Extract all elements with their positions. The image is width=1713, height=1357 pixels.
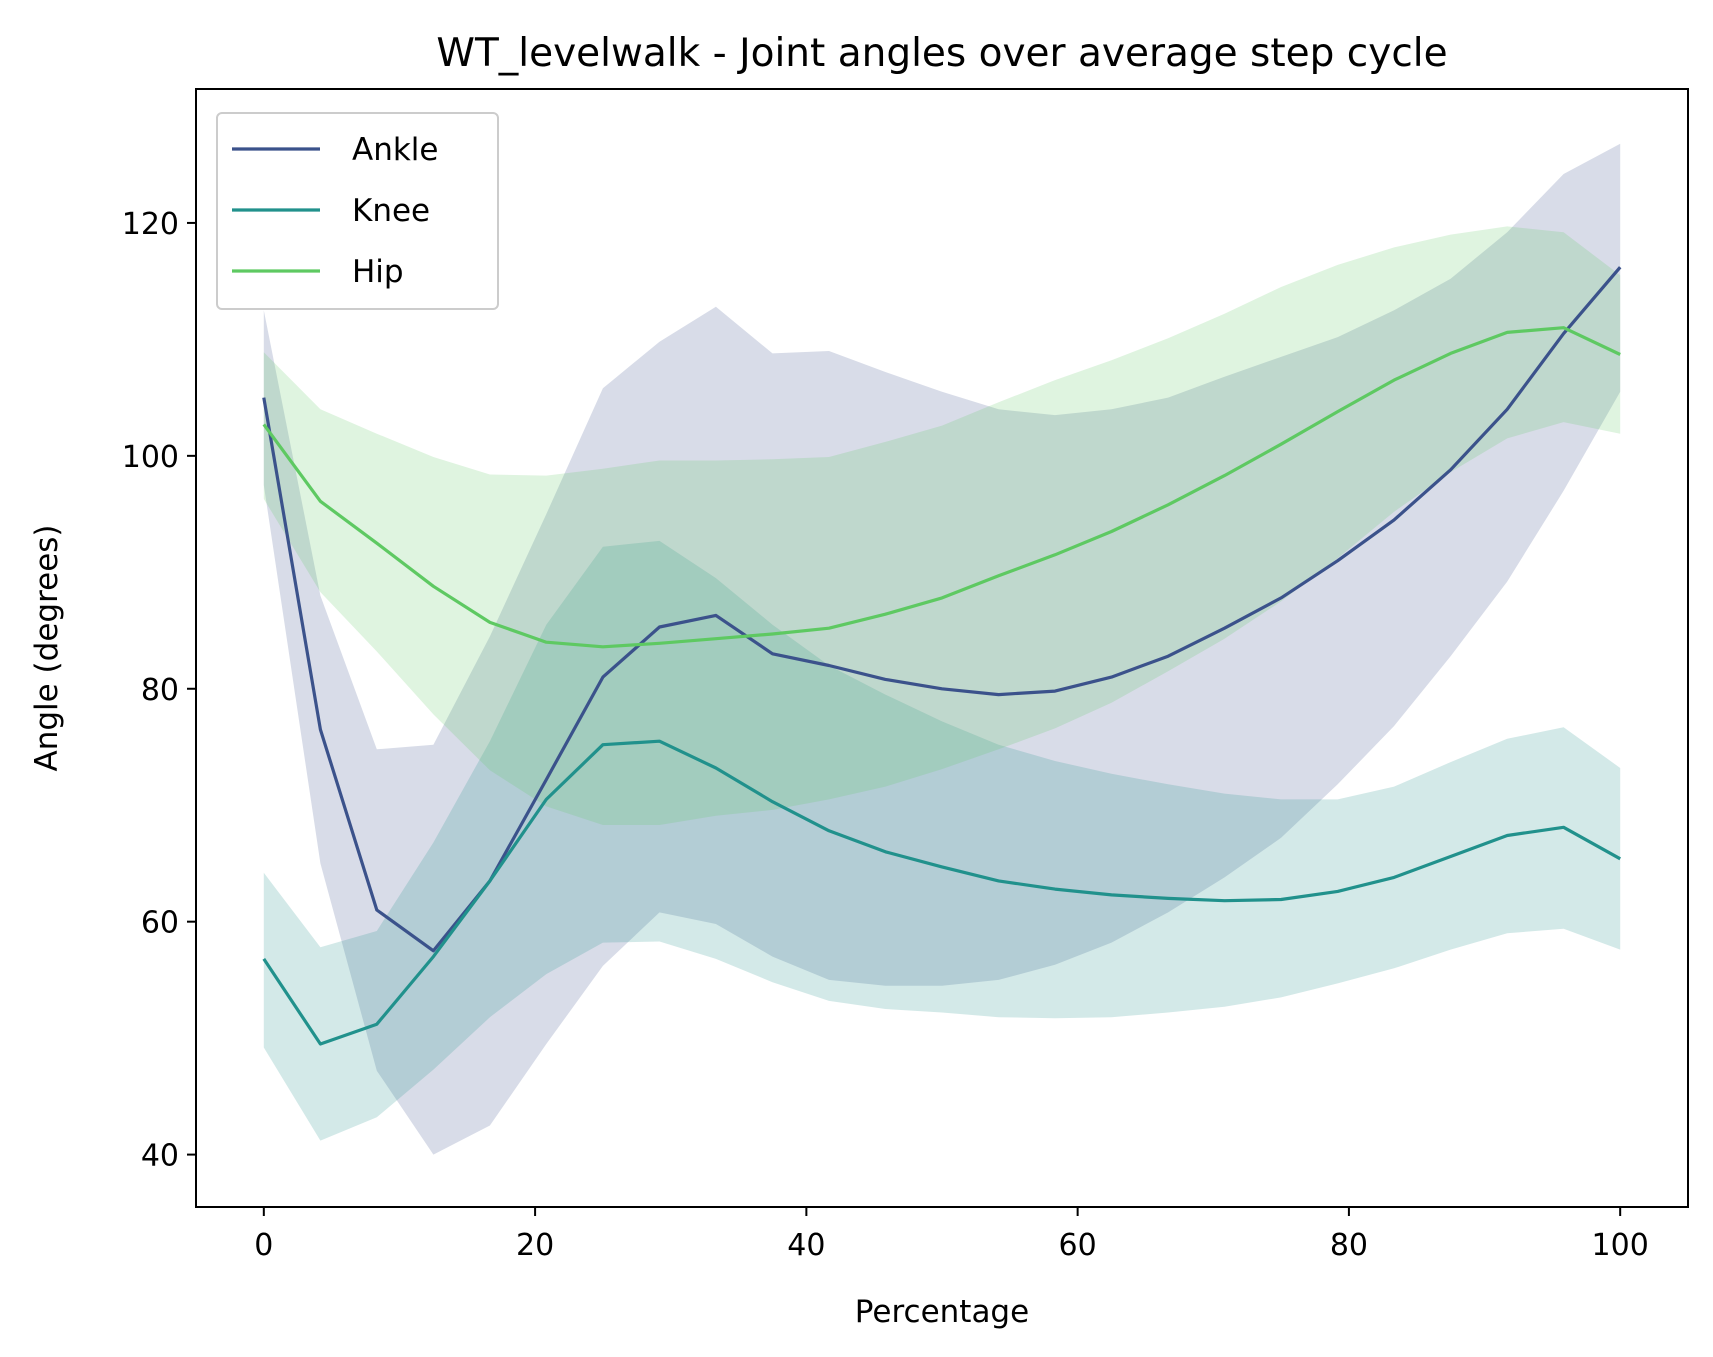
legend-label-ankle: Ankle	[352, 132, 439, 168]
x-tick-label: 40	[787, 1228, 825, 1263]
y-axis-label: Angle (degrees)	[29, 524, 65, 771]
plot-frame	[195, 88, 1689, 1208]
x-tick-label: 100	[1592, 1228, 1649, 1263]
y-tick-label: 60	[141, 906, 179, 941]
y-tick-label: 120	[122, 207, 179, 242]
knee-line	[262, 739, 1621, 1046]
y-axis: 40 60 80 100 120	[122, 207, 196, 1174]
legend-label-hip: Hip	[352, 254, 404, 290]
x-tick-label: 0	[254, 1228, 273, 1263]
y-tick-label: 40	[141, 1139, 179, 1174]
legend-box	[216, 112, 499, 310]
y-tick-label: 80	[141, 673, 179, 708]
x-axis: 0 20 40 60 80 100	[254, 1207, 1649, 1263]
hip-line	[262, 326, 1621, 649]
x-tick-label: 60	[1059, 1228, 1097, 1263]
knee-band	[263, 540, 1621, 1141]
ankle-band	[263, 143, 1621, 1155]
legend-label-knee: Knee	[352, 193, 430, 229]
x-tick-label: 80	[1330, 1228, 1368, 1263]
y-tick-label: 100	[122, 440, 179, 475]
legend: Ankle Knee Hip	[216, 112, 499, 310]
x-axis-label: Percentage	[855, 1294, 1029, 1330]
chart-title: WT_levelwalk - Joint angles over average…	[436, 31, 1447, 76]
series-lines	[262, 266, 1622, 1046]
x-tick-label: 20	[516, 1228, 554, 1263]
